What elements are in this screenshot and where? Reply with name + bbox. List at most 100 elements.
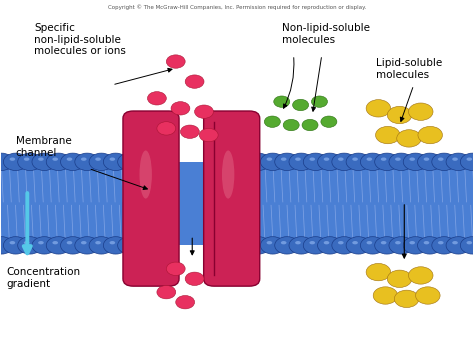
Circle shape	[289, 237, 313, 254]
Circle shape	[132, 237, 156, 254]
Circle shape	[199, 128, 218, 142]
Circle shape	[264, 116, 280, 127]
Circle shape	[460, 237, 474, 254]
Circle shape	[418, 153, 442, 171]
Circle shape	[3, 237, 28, 254]
Circle shape	[32, 153, 56, 171]
Ellipse shape	[252, 241, 258, 244]
Ellipse shape	[0, 241, 1, 244]
Circle shape	[195, 105, 213, 118]
Circle shape	[0, 153, 14, 171]
FancyBboxPatch shape	[123, 111, 179, 286]
Ellipse shape	[38, 157, 44, 161]
Circle shape	[61, 237, 85, 254]
Circle shape	[3, 153, 28, 171]
Circle shape	[321, 116, 337, 127]
Circle shape	[132, 153, 156, 171]
Ellipse shape	[252, 157, 258, 161]
Text: Non-lipid-soluble
molecules: Non-lipid-soluble molecules	[282, 23, 370, 45]
Circle shape	[332, 237, 356, 254]
Circle shape	[274, 96, 290, 108]
Circle shape	[46, 153, 71, 171]
Ellipse shape	[24, 241, 29, 244]
Circle shape	[360, 153, 385, 171]
Ellipse shape	[352, 241, 358, 244]
Text: Concentration
gradient: Concentration gradient	[6, 267, 80, 289]
Circle shape	[389, 153, 413, 171]
Circle shape	[346, 237, 371, 254]
Ellipse shape	[452, 157, 458, 161]
Ellipse shape	[381, 157, 386, 161]
Circle shape	[32, 237, 56, 254]
Circle shape	[416, 287, 440, 304]
Ellipse shape	[395, 157, 401, 161]
Circle shape	[18, 237, 42, 254]
Circle shape	[157, 285, 176, 299]
Ellipse shape	[53, 157, 58, 161]
Ellipse shape	[81, 157, 87, 161]
Ellipse shape	[438, 241, 444, 244]
Circle shape	[185, 272, 204, 285]
Circle shape	[75, 153, 100, 171]
Ellipse shape	[67, 241, 73, 244]
Ellipse shape	[424, 157, 429, 161]
Text: Copyright © The McGraw-Hill Companies, Inc. Permission required for reproduction: Copyright © The McGraw-Hill Companies, I…	[108, 4, 366, 10]
Circle shape	[409, 103, 433, 120]
Circle shape	[275, 153, 299, 171]
Circle shape	[171, 102, 190, 115]
Ellipse shape	[67, 157, 73, 161]
Ellipse shape	[281, 241, 286, 244]
Circle shape	[118, 237, 142, 254]
Ellipse shape	[95, 157, 101, 161]
Ellipse shape	[338, 157, 344, 161]
Ellipse shape	[95, 241, 101, 244]
Circle shape	[318, 237, 342, 254]
Circle shape	[302, 119, 318, 131]
Circle shape	[311, 96, 328, 108]
Text: Lipid-soluble
molecules: Lipid-soluble molecules	[376, 58, 442, 80]
Circle shape	[146, 237, 171, 254]
Circle shape	[89, 237, 114, 254]
Ellipse shape	[124, 241, 129, 244]
Ellipse shape	[466, 241, 472, 244]
Ellipse shape	[310, 157, 315, 161]
Ellipse shape	[452, 241, 458, 244]
Text: Specific
non-lipid-soluble
molecules or ions: Specific non-lipid-soluble molecules or …	[35, 23, 126, 56]
Ellipse shape	[138, 157, 144, 161]
Ellipse shape	[424, 241, 429, 244]
Ellipse shape	[395, 241, 401, 244]
Circle shape	[360, 237, 385, 254]
Ellipse shape	[139, 150, 152, 198]
Circle shape	[346, 153, 371, 171]
Circle shape	[418, 237, 442, 254]
Circle shape	[303, 153, 328, 171]
Ellipse shape	[0, 157, 1, 161]
Circle shape	[446, 237, 471, 254]
Circle shape	[375, 126, 400, 144]
Ellipse shape	[38, 241, 44, 244]
Circle shape	[283, 119, 299, 131]
Circle shape	[46, 237, 71, 254]
Circle shape	[366, 100, 391, 117]
Circle shape	[275, 237, 299, 254]
Circle shape	[147, 92, 166, 105]
Circle shape	[373, 287, 398, 304]
Circle shape	[103, 237, 128, 254]
Ellipse shape	[410, 157, 415, 161]
Circle shape	[374, 237, 399, 254]
Circle shape	[246, 153, 271, 171]
Circle shape	[166, 262, 185, 275]
Ellipse shape	[466, 157, 472, 161]
Circle shape	[418, 126, 442, 144]
Ellipse shape	[295, 157, 301, 161]
Ellipse shape	[109, 241, 115, 244]
Circle shape	[389, 237, 413, 254]
Circle shape	[394, 290, 419, 308]
Circle shape	[318, 153, 342, 171]
FancyBboxPatch shape	[204, 111, 260, 286]
Circle shape	[146, 153, 171, 171]
Ellipse shape	[222, 150, 234, 198]
Circle shape	[18, 153, 42, 171]
Ellipse shape	[24, 157, 29, 161]
Ellipse shape	[410, 241, 415, 244]
